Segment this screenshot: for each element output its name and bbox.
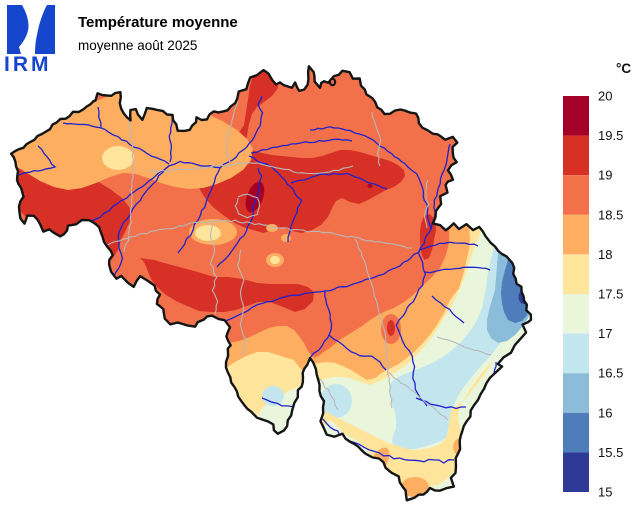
svg-text:IRM: IRM [4, 53, 52, 76]
svg-text:15: 15 [598, 485, 612, 500]
svg-text:16.5: 16.5 [598, 366, 623, 381]
svg-text:19: 19 [598, 168, 612, 183]
svg-text:20: 20 [598, 89, 612, 104]
svg-text:15.5: 15.5 [598, 445, 623, 460]
svg-text:18.5: 18.5 [598, 207, 623, 222]
svg-text:17.5: 17.5 [598, 287, 623, 302]
svg-text:18: 18 [598, 247, 612, 262]
svg-text:°C: °C [616, 61, 631, 76]
svg-text:19.5: 19.5 [598, 128, 623, 143]
svg-text:Température moyenne: Température moyenne [78, 14, 238, 31]
svg-text:17: 17 [598, 326, 612, 341]
svg-text:16: 16 [598, 405, 612, 420]
svg-text:moyenne août 2025: moyenne août 2025 [78, 38, 197, 53]
